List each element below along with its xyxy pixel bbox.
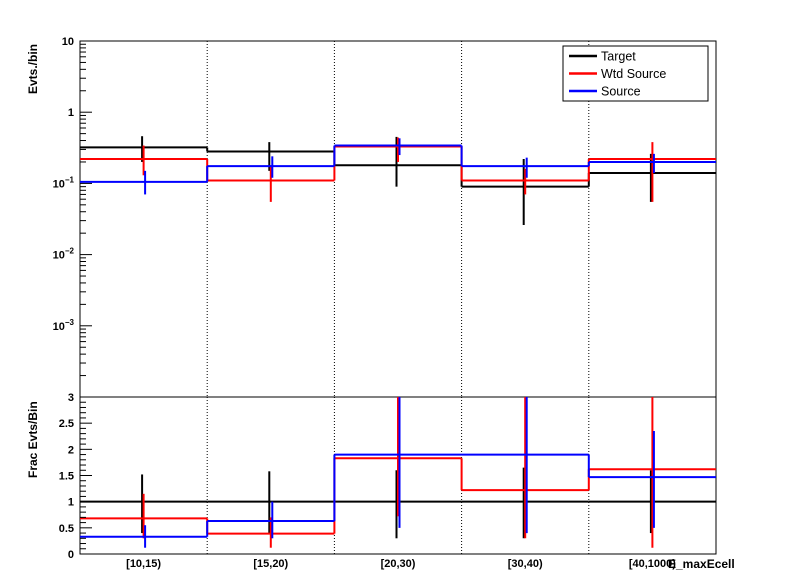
bottom-y-tick-label: 2 <box>68 444 74 456</box>
x-tick-label: [10,15) <box>126 558 161 570</box>
legend-label: Source <box>601 85 641 99</box>
bottom-y-tick-label: 0.5 <box>59 523 74 535</box>
bottom-y-tick-label: 1.5 <box>59 471 74 483</box>
legend-label: Wtd Source <box>601 67 666 81</box>
x-tick-label: [40,1000) <box>629 558 676 570</box>
x-axis-title: E_maxEcell <box>668 557 735 571</box>
bottom-y-axis-title: Frac Evts/Bin <box>26 401 40 478</box>
legend-label: Target <box>601 50 636 64</box>
x-tick-label: [20,30) <box>381 558 416 570</box>
bottom-y-tick-label: 2.5 <box>59 418 74 430</box>
x-tick-labels: [10,15) [15,20) [20,30) [30,40) [40,1000) <box>126 558 676 570</box>
top-y-tick-label: 10 <box>62 36 74 48</box>
bottom-y-tick-label: 1 <box>68 497 74 509</box>
bottom-y-tick-label: 3 <box>68 392 74 404</box>
bottom-y-tick-label: 0 <box>68 549 74 561</box>
top-y-tick-label: 1 <box>68 107 74 119</box>
x-tick-label: [15,20) <box>253 558 288 570</box>
x-tick-label: [30,40) <box>508 558 543 570</box>
legend: Target Wtd Source Source <box>562 45 709 102</box>
chart-marks <box>80 136 716 548</box>
top-y-axis-title: Evts./bin <box>26 44 40 94</box>
